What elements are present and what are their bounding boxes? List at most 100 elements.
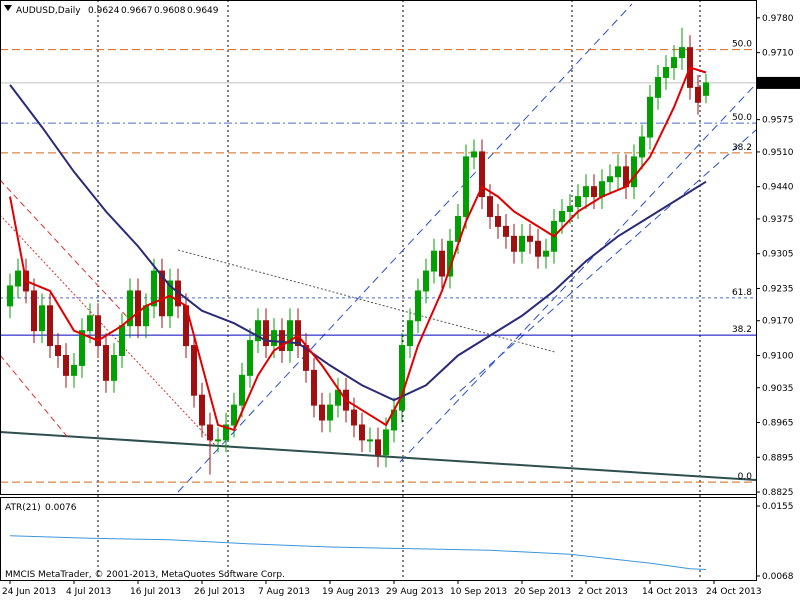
level-label: 0.0: [738, 472, 753, 482]
candle-body: [351, 409, 357, 426]
candle-body: [415, 290, 421, 322]
candle-body: [15, 270, 21, 287]
candle-body: [423, 270, 429, 292]
candle-body: [159, 270, 165, 317]
candle-body: [575, 196, 581, 208]
candle-body: [231, 404, 237, 426]
x-tick-label: 16 Jul 2013: [130, 587, 181, 597]
candle-body: [39, 305, 45, 332]
low-value: 0.9608: [154, 6, 186, 16]
open-value: 0.9624: [88, 6, 120, 16]
x-tick-label: 19 Aug 2013: [322, 587, 380, 597]
candle-body: [279, 330, 285, 352]
candle-body: [215, 439, 221, 442]
candle-body: [559, 211, 565, 222]
candle-body: [31, 290, 37, 332]
candle-body: [511, 235, 517, 252]
candle-body: [695, 86, 701, 103]
atr-tick-label: 0.0068: [762, 572, 794, 582]
current-price-box: [757, 76, 800, 89]
candle-body: [535, 240, 541, 257]
candle-body: [79, 330, 85, 366]
y-tick-label: 0.9170: [762, 317, 794, 327]
candle-body: [47, 305, 53, 347]
y-tick-label: 0.9780: [762, 14, 794, 24]
y-tick-label: 0.9710: [762, 49, 794, 59]
y-tick-label: 0.9035: [762, 384, 794, 394]
candle-body: [671, 57, 677, 69]
candle-body: [263, 320, 269, 347]
y-tick-label: 0.8965: [762, 419, 794, 429]
candle-body: [119, 325, 125, 356]
candle-body: [439, 250, 445, 277]
candle-body: [463, 156, 469, 217]
atr-tick-label: 0.0155: [762, 502, 794, 512]
candle-body: [135, 290, 141, 327]
candle-body: [591, 186, 597, 198]
candle-body: [255, 320, 261, 342]
x-tick-label: 14 Oct 2013: [642, 587, 698, 597]
x-tick-label: 24 Jun 2013: [2, 587, 56, 597]
close-value: 0.9649: [187, 6, 219, 16]
candle-body: [127, 290, 133, 327]
candle-body: [239, 374, 245, 406]
y-tick-label: 0.9510: [762, 148, 794, 158]
atr-line: [9, 535, 707, 571]
candle-body: [55, 345, 61, 356]
copyright: MMCIS MetaTrader, © 2001-2013, MetaQuote…: [5, 570, 285, 580]
candle-body: [519, 235, 525, 252]
candle-body: [543, 250, 549, 257]
candle-body: [199, 394, 205, 426]
candle-body: [271, 330, 277, 347]
candle-body: [375, 439, 381, 456]
level-label: 50.0: [732, 113, 752, 123]
symbol: AUDUSD,Daily: [16, 6, 81, 16]
x-tick-label: 29 Aug 2013: [386, 587, 444, 597]
candle-body: [359, 424, 365, 441]
candle-body: [399, 345, 405, 411]
y-tick-label: 0.9100: [762, 351, 794, 361]
moving-average: [9, 66, 707, 432]
y-tick-label: 0.9235: [762, 284, 794, 294]
x-tick-label: 2 Oct 2013: [578, 587, 628, 597]
candle-body: [95, 315, 101, 347]
x-tick-label: 10 Sep 2013: [450, 587, 507, 597]
channel-line: [177, 3, 633, 493]
y-tick-label: 0.9440: [762, 183, 794, 193]
candle-body: [63, 354, 69, 376]
y-tick-label: 0.8895: [762, 453, 794, 463]
candle-body: [71, 364, 77, 376]
level-label: 50.0: [732, 40, 752, 50]
candle-body: [319, 404, 325, 421]
candle-body: [679, 47, 685, 59]
candle-body: [631, 156, 637, 188]
level-label: 38.2: [732, 143, 752, 153]
y-tick-label: 0.9375: [762, 215, 794, 225]
red-channel: [0, 179, 131, 321]
x-tick-label: 4 Jul 2013: [66, 587, 111, 597]
candle-body: [111, 354, 117, 381]
candle-body: [295, 320, 301, 347]
candle-body: [615, 166, 621, 178]
candle-body: [223, 424, 229, 441]
candle-body: [247, 340, 253, 376]
candle-body: [527, 235, 533, 242]
candle-body: [455, 215, 461, 242]
candle-body: [495, 215, 501, 227]
atr-name: ATR(21): [5, 503, 41, 513]
x-tick-label: 20 Sep 2013: [514, 587, 571, 597]
candle-body: [431, 250, 437, 272]
channel-line: [399, 83, 757, 463]
candle-body: [7, 285, 13, 307]
candle-body: [471, 151, 477, 158]
candle-body: [407, 320, 413, 347]
candle-body: [663, 67, 669, 78]
candle-body: [599, 181, 605, 198]
candle-body: [639, 136, 645, 158]
candle-body: [207, 424, 213, 441]
red-channel: [0, 214, 216, 446]
x-tick-label: 7 Aug 2013: [258, 587, 310, 597]
